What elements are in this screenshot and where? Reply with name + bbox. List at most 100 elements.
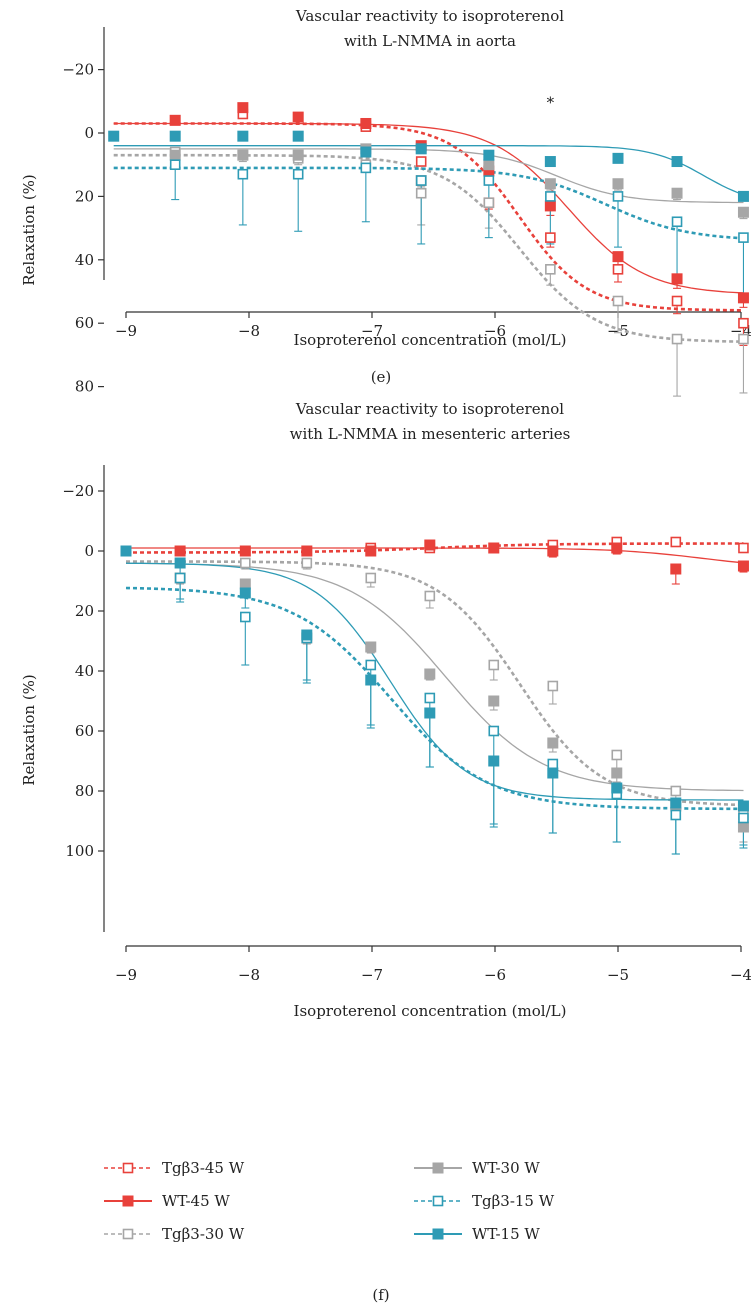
data-point-marker <box>240 611 251 623</box>
data-point-marker <box>737 560 749 572</box>
data-point-marker <box>239 587 251 599</box>
series-fit-curve <box>125 586 744 811</box>
data-point-marker <box>671 156 683 168</box>
data-point-marker <box>488 659 500 671</box>
data-point-marker <box>611 767 623 779</box>
series-fit-curve <box>113 145 744 196</box>
data-point-marker <box>122 1162 134 1174</box>
data-point-marker <box>545 264 556 275</box>
data-point-marker <box>365 674 377 686</box>
legend-label: Tgβ3-45 W <box>162 1159 245 1177</box>
data-point-marker <box>365 572 377 584</box>
data-point-marker <box>612 191 624 202</box>
data-point-marker <box>120 545 132 557</box>
y-tick-label: 80 <box>75 782 94 800</box>
data-point-marker <box>301 629 313 641</box>
data-point-marker <box>737 800 749 812</box>
data-point-marker <box>174 572 186 584</box>
x-tick-label: −8 <box>238 322 260 340</box>
panel-label: (f) <box>372 1286 389 1304</box>
data-point-marker <box>240 557 251 569</box>
y-tick-label: 100 <box>65 842 94 860</box>
data-point-marker <box>424 590 436 602</box>
x-tick-label: −7 <box>361 322 383 340</box>
data-point-marker <box>108 130 120 142</box>
data-point-marker <box>488 755 500 767</box>
data-point-marker <box>292 168 304 180</box>
data-point-marker <box>169 159 181 170</box>
data-point-marker <box>488 695 500 707</box>
data-point-marker <box>547 545 559 557</box>
legend-item: Tgβ3-45 W <box>104 1159 245 1177</box>
data-point-marker <box>415 156 427 167</box>
data-point-marker <box>292 130 304 142</box>
y-tick-label: −20 <box>62 61 94 79</box>
data-point-marker <box>671 273 683 285</box>
data-point-marker <box>738 232 749 243</box>
series-fit-curve <box>113 166 744 240</box>
data-point-marker <box>547 680 559 692</box>
data-point-marker <box>415 187 427 199</box>
data-point-marker <box>671 216 683 228</box>
chart-title-line-2: with L-NMMA in mesenteric arteries <box>290 425 571 443</box>
data-point-marker <box>737 190 749 202</box>
legend-label: WT-45 W <box>162 1192 230 1210</box>
data-point-marker <box>483 197 495 209</box>
legend-item: WT-15 W <box>414 1225 540 1243</box>
data-point-marker <box>483 175 495 186</box>
y-tick-label: 0 <box>84 542 94 560</box>
plot-area: −20 0 20 40 60 80 100 −9 −8 −7 −6 −5 −4 <box>62 465 751 984</box>
y-axis-title: Relaxation (%) <box>20 674 38 786</box>
data-point-marker <box>122 1228 134 1240</box>
legend-label: Tgβ3-15 W <box>472 1192 555 1210</box>
x-tick-label: −9 <box>115 322 137 340</box>
data-point-marker <box>738 333 749 345</box>
legend-item: WT-45 W <box>104 1192 230 1210</box>
y-tick-label: 80 <box>75 378 94 396</box>
y-tick-label: −20 <box>62 482 94 500</box>
data-point-marker <box>671 295 683 307</box>
data-point-marker <box>292 111 304 123</box>
significance-annotation: * <box>547 94 555 112</box>
legend: Tgβ3-45 W WT-30 W WT-45 W Tgβ3-15 W Tgβ3-30 … <box>104 1159 555 1243</box>
y-tick-label: 20 <box>75 602 94 620</box>
data-point-marker <box>432 1162 444 1174</box>
x-tick-label: −9 <box>115 966 137 984</box>
data-point-marker <box>239 545 251 557</box>
chart-title-line-1: Vascular reactivity to isoproterenol <box>295 7 564 25</box>
data-point-marker <box>301 545 313 557</box>
data-point-marker <box>671 333 683 345</box>
x-tick-label: −5 <box>607 966 629 984</box>
series-fit-curve <box>113 122 744 294</box>
data-point-marker <box>612 152 624 164</box>
y-tick-label: 0 <box>84 124 94 142</box>
data-point-marker <box>424 692 436 704</box>
data-point-marker <box>174 545 186 557</box>
legend-label: Tgβ3-30 W <box>162 1225 245 1243</box>
data-point-marker <box>547 758 559 770</box>
data-point-marker <box>360 162 372 174</box>
data-point-marker <box>612 178 624 190</box>
data-point-marker <box>547 767 559 779</box>
data-point-marker <box>237 102 249 114</box>
data-point-marker <box>737 292 749 304</box>
data-point-marker <box>670 797 682 809</box>
data-point-marker <box>169 114 181 126</box>
data-point-marker <box>237 130 249 142</box>
y-tick-label: 40 <box>75 662 94 680</box>
panel-label: (e) <box>371 368 392 386</box>
data-point-marker <box>611 542 623 554</box>
data-point-marker <box>301 557 313 569</box>
data-point-marker <box>169 149 181 161</box>
data-point-marker <box>545 232 556 243</box>
data-point-marker <box>365 545 377 557</box>
data-point-marker <box>488 725 500 737</box>
data-point-marker <box>738 812 749 824</box>
chart-title-line-2: with L-NMMA in aorta <box>344 32 516 50</box>
data-point-marker <box>415 175 427 186</box>
data-point-marker <box>483 159 495 171</box>
data-point-marker <box>611 782 623 794</box>
data-point-marker <box>671 187 683 199</box>
data-point-marker <box>670 536 682 548</box>
